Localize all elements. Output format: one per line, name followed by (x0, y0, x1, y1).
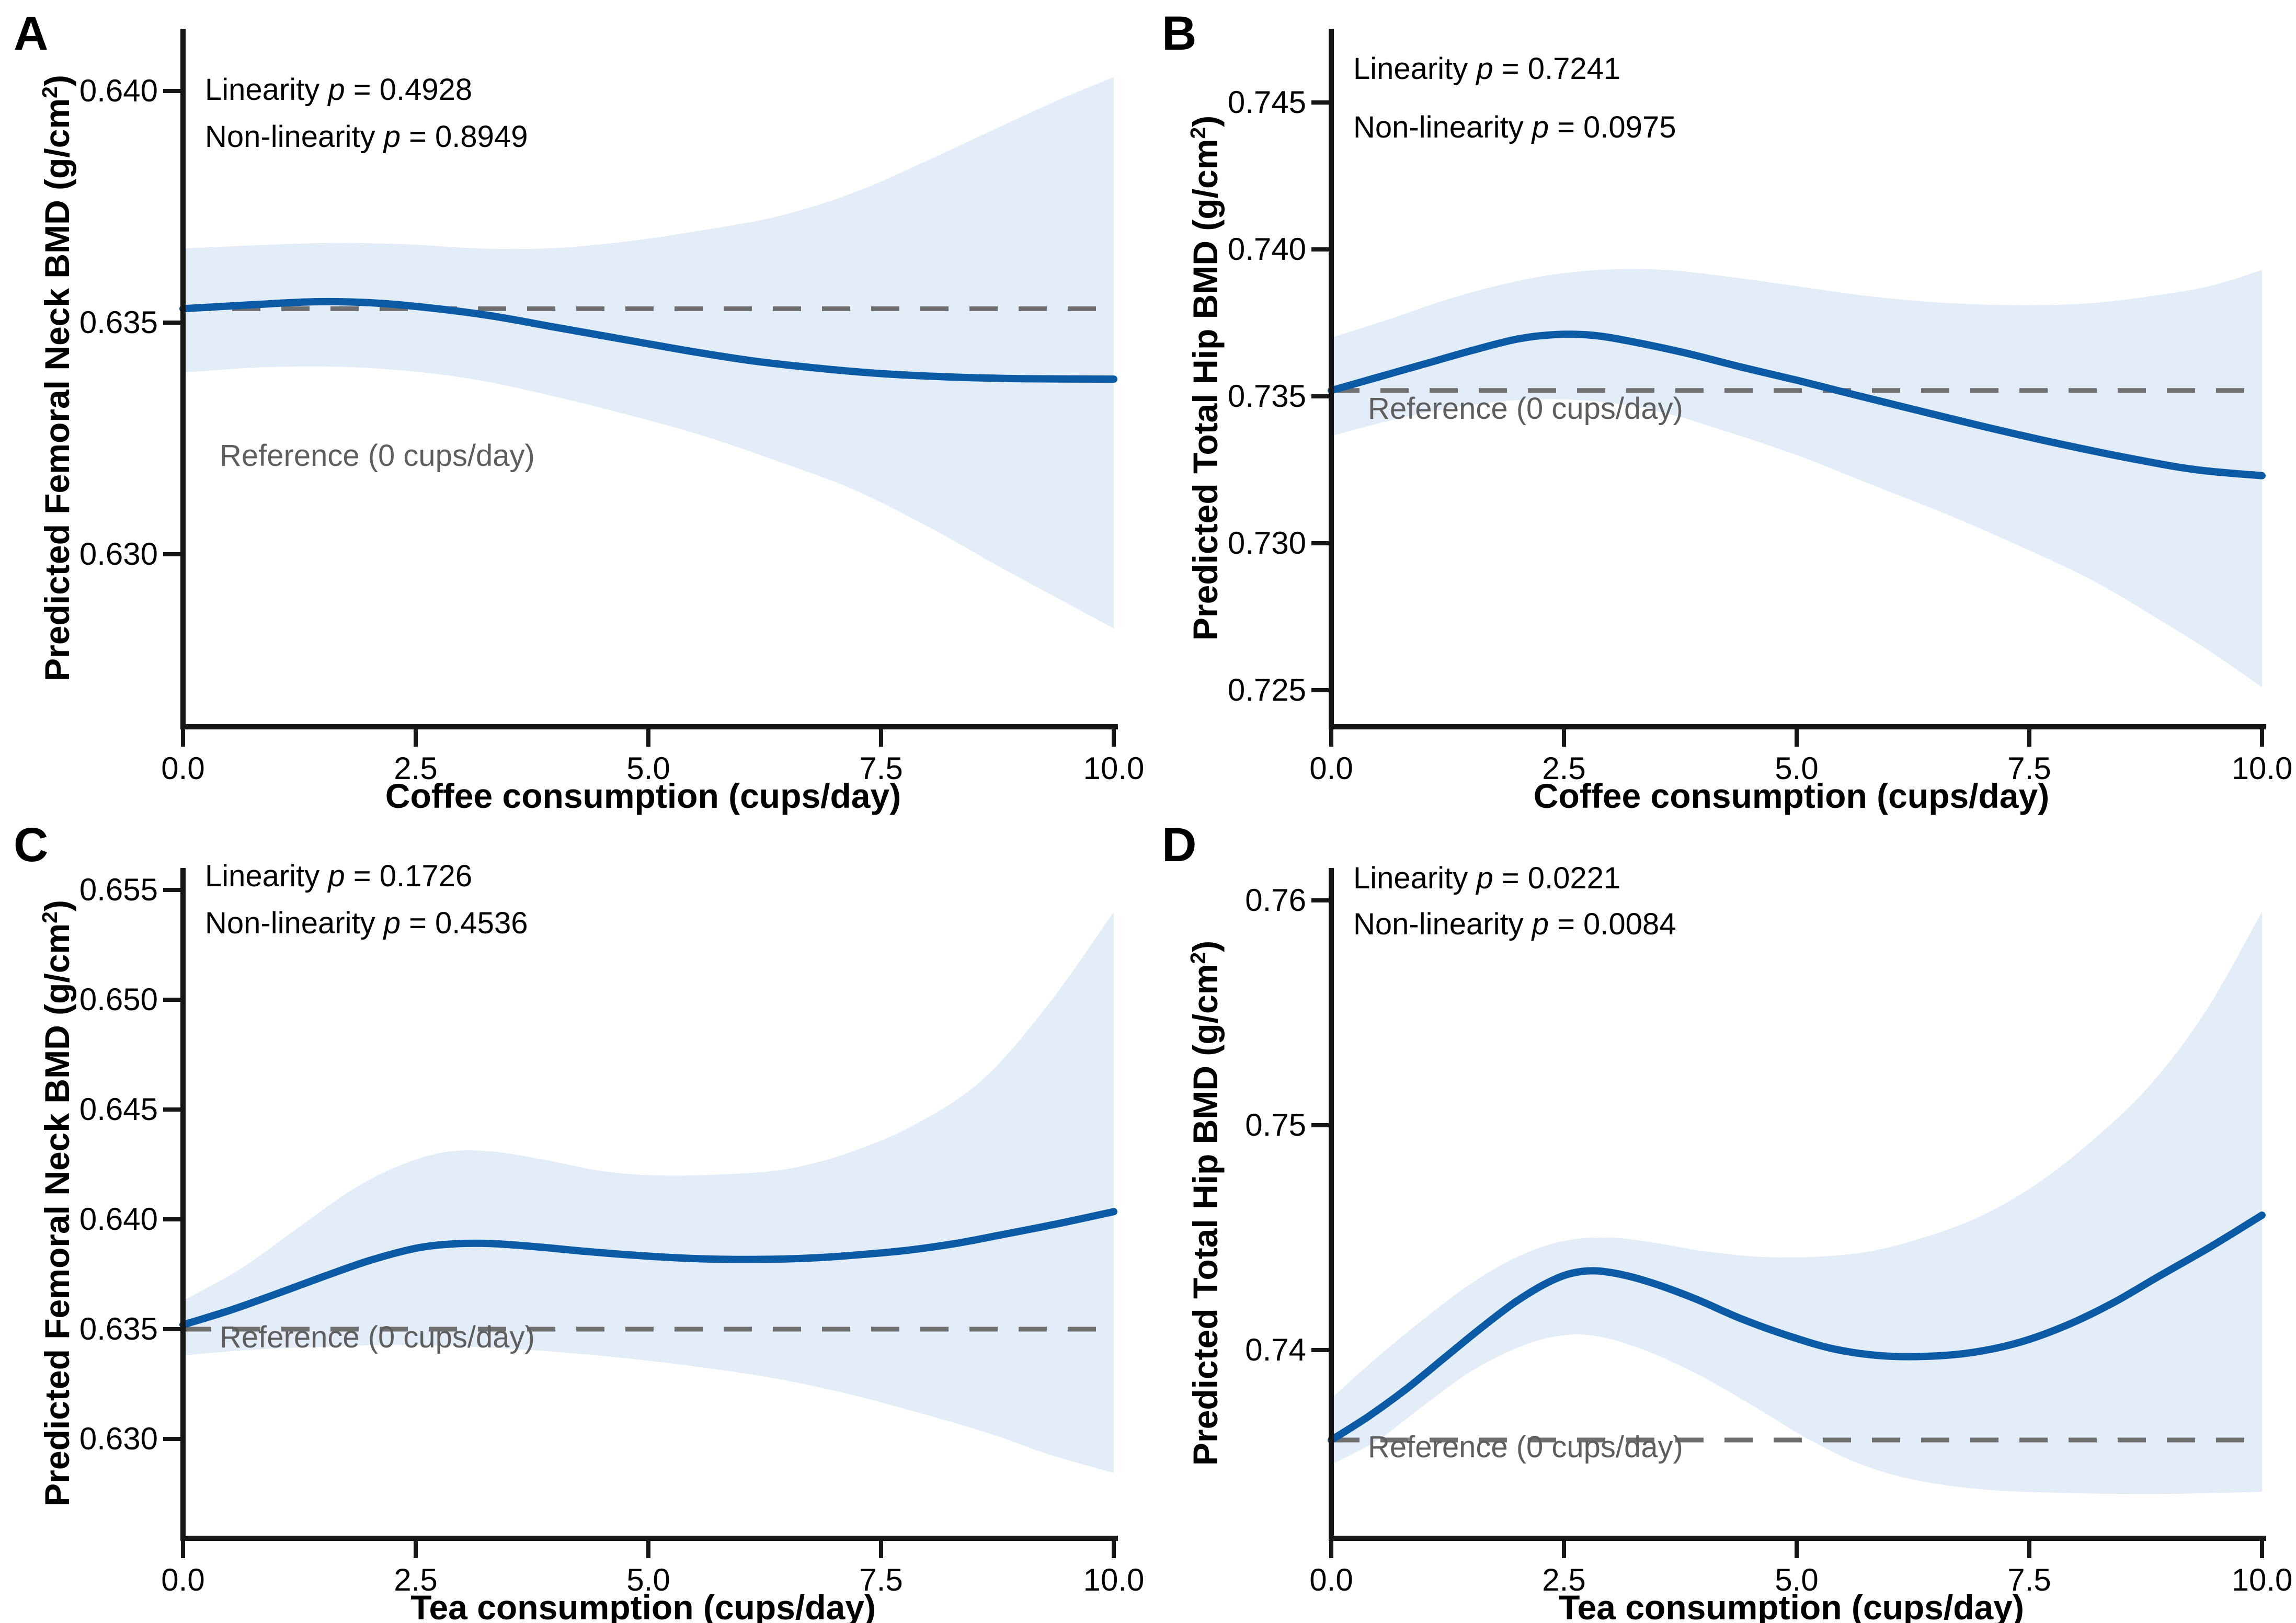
panel-letter: D (1162, 818, 1197, 872)
panel-a-plot (163, 29, 1118, 747)
x-tick-label: 7.5 (859, 751, 903, 786)
x-tick-label: 0.0 (1309, 751, 1353, 786)
x-tick-label: 5.0 (626, 1562, 670, 1597)
reference-label: Reference (0 cups/day) (1368, 392, 1683, 426)
x-tick-label: 2.5 (1542, 1562, 1586, 1597)
x-axis-title: Coffee consumption (cups/day) (1533, 776, 2050, 815)
nonlinearity-p-text: Non-linearity p = 0.4536 (205, 906, 528, 940)
x-tick-label: 2.5 (1542, 751, 1586, 786)
nonlinearity-p-text: Non-linearity p = 0.0084 (1353, 907, 1676, 941)
y-tick-label: 0.725 (1227, 672, 1306, 707)
fitted-curve (1328, 1211, 2266, 1444)
y-tick-label: 0.650 (79, 982, 158, 1017)
x-tick-label: 5.0 (1775, 1562, 1819, 1597)
reference-label: Reference (0 cups/day) (1368, 1430, 1683, 1464)
x-tick-label: 10.0 (1083, 751, 1145, 786)
x-tick-label: 7.5 (859, 1562, 903, 1597)
y-tick-label: 0.76 (1245, 883, 1306, 918)
panel-d-plot (1311, 868, 2266, 1558)
nonlinearity-p-text: Non-linearity p = 0.0975 (1353, 110, 1676, 144)
panel-b: B Predicted Total Hip BMD (g/cm2) Linear… (1148, 0, 2296, 815)
panel-c-plot (163, 868, 1118, 1558)
y-tick-label: 0.655 (79, 872, 158, 907)
y-tick-label: 0.730 (1227, 525, 1306, 561)
x-tick-label: 10.0 (1083, 1562, 1145, 1597)
linearity-p-text: Linearity p = 0.0221 (1353, 861, 1621, 895)
x-tick-label: 0.0 (161, 1562, 205, 1597)
confidence-band (183, 912, 1114, 1473)
reference-label: Reference (0 cups/day) (220, 439, 535, 473)
panel-c: C Predicted Femoral Neck BMD (g/cm2) Lin… (0, 812, 1148, 1623)
y-tick-label: 0.630 (79, 536, 158, 572)
linearity-p-text: Linearity p = 0.4928 (205, 73, 473, 107)
x-tick-label: 2.5 (394, 751, 438, 786)
fitted-curve (1328, 330, 2266, 479)
linearity-p-text: Linearity p = 0.7241 (1353, 52, 1621, 86)
x-tick-label: 2.5 (394, 1562, 438, 1597)
x-tick-label: 10.0 (2231, 1562, 2293, 1597)
x-tick-label: 7.5 (2007, 1562, 2051, 1597)
y-tick-label: 0.630 (79, 1421, 158, 1456)
nonlinearity-p-text: Non-linearity p = 0.8949 (205, 120, 528, 154)
confidence-band (1331, 269, 2262, 688)
panel-b-plot (1311, 29, 2266, 747)
panel-a: A Predicted Femoral Neck BMD (g/cm2) Lin… (0, 0, 1148, 815)
y-axis-title: Predicted Femoral Neck BMD (g/cm2) (38, 74, 76, 681)
y-tick-label: 0.635 (79, 305, 158, 340)
x-tick-label: 7.5 (2007, 751, 2051, 786)
y-tick-label: 0.745 (1227, 85, 1306, 120)
y-tick-label: 0.640 (79, 73, 158, 108)
x-axis-title: Coffee consumption (cups/day) (385, 776, 901, 815)
confidence-band (183, 77, 1114, 628)
panel-letter: A (14, 7, 49, 60)
y-tick-label: 0.74 (1245, 1332, 1306, 1367)
panel-d: D Predicted Total Hip BMD (g/cm2) Linear… (1148, 812, 2296, 1623)
confidence-band (1331, 911, 2262, 1494)
x-tick-label: 0.0 (1309, 1562, 1353, 1597)
fitted-curve (179, 1208, 1117, 1329)
fitted-curve (179, 298, 1117, 383)
x-tick-label: 10.0 (2231, 751, 2293, 786)
y-tick-label: 0.640 (79, 1202, 158, 1237)
y-tick-label: 0.75 (1245, 1107, 1306, 1142)
y-axis-title: Predicted Total Hip BMD (g/cm2) (1186, 940, 1225, 1466)
y-tick-label: 0.645 (79, 1092, 158, 1127)
y-tick-label: 0.740 (1227, 232, 1306, 267)
panel-letter: C (14, 818, 49, 872)
panel-letter: B (1162, 7, 1197, 60)
reference-label: Reference (0 cups/day) (220, 1320, 535, 1354)
y-tick-label: 0.635 (79, 1311, 158, 1346)
x-tick-label: 5.0 (1775, 751, 1819, 786)
linearity-p-text: Linearity p = 0.1726 (205, 859, 473, 893)
y-tick-label: 0.735 (1227, 379, 1306, 414)
x-tick-label: 0.0 (161, 751, 205, 786)
x-axis-title: Tea consumption (cups/day) (410, 1588, 876, 1623)
x-axis-title: Tea consumption (cups/day) (1559, 1588, 2024, 1623)
x-tick-label: 5.0 (626, 751, 670, 786)
